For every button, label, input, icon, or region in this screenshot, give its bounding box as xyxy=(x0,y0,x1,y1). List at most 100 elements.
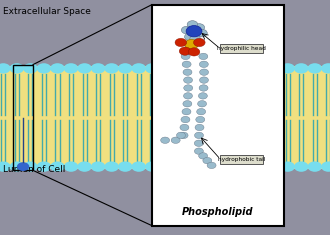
Circle shape xyxy=(240,161,254,172)
Circle shape xyxy=(186,161,200,172)
Circle shape xyxy=(183,77,192,83)
Circle shape xyxy=(184,39,198,49)
Circle shape xyxy=(183,69,192,75)
Circle shape xyxy=(207,162,216,168)
Circle shape xyxy=(199,153,208,159)
Circle shape xyxy=(226,63,241,74)
Circle shape xyxy=(23,63,38,74)
Circle shape xyxy=(280,161,295,172)
Bar xyxy=(220,155,263,164)
Circle shape xyxy=(199,77,209,83)
Bar xyxy=(220,44,263,53)
Circle shape xyxy=(179,47,191,55)
Circle shape xyxy=(180,124,189,131)
Circle shape xyxy=(104,63,119,74)
Circle shape xyxy=(50,63,65,74)
Circle shape xyxy=(181,116,190,123)
Circle shape xyxy=(267,161,281,172)
Circle shape xyxy=(131,161,146,172)
Circle shape xyxy=(308,161,322,172)
Circle shape xyxy=(321,63,330,74)
Circle shape xyxy=(0,63,11,74)
Text: hydrophilic head: hydrophilic head xyxy=(217,46,266,51)
Circle shape xyxy=(175,38,187,47)
Circle shape xyxy=(203,157,212,164)
Circle shape xyxy=(186,63,200,74)
Circle shape xyxy=(64,63,78,74)
Circle shape xyxy=(37,63,51,74)
Circle shape xyxy=(77,161,92,172)
Circle shape xyxy=(118,161,132,172)
Circle shape xyxy=(64,161,78,172)
Circle shape xyxy=(172,63,187,74)
Circle shape xyxy=(182,109,191,115)
Circle shape xyxy=(196,116,205,123)
Circle shape xyxy=(294,63,309,74)
Circle shape xyxy=(195,124,204,131)
Circle shape xyxy=(200,69,209,75)
Circle shape xyxy=(177,132,185,139)
Bar xyxy=(152,5,284,226)
Circle shape xyxy=(188,48,200,56)
Circle shape xyxy=(199,63,214,74)
Circle shape xyxy=(187,21,198,28)
Circle shape xyxy=(182,61,191,67)
Circle shape xyxy=(145,63,159,74)
Circle shape xyxy=(267,63,281,74)
Text: Phospholipid: Phospholipid xyxy=(182,207,253,217)
Circle shape xyxy=(172,161,187,172)
Circle shape xyxy=(104,161,119,172)
Circle shape xyxy=(118,63,132,74)
Circle shape xyxy=(193,38,205,47)
Circle shape xyxy=(294,161,309,172)
Circle shape xyxy=(91,161,105,172)
Circle shape xyxy=(181,53,190,60)
Circle shape xyxy=(179,132,188,139)
Circle shape xyxy=(23,161,38,172)
Circle shape xyxy=(253,161,268,172)
Circle shape xyxy=(91,63,105,74)
Circle shape xyxy=(199,85,208,91)
Circle shape xyxy=(197,29,207,37)
Circle shape xyxy=(194,148,203,154)
Circle shape xyxy=(183,101,192,107)
Circle shape xyxy=(321,161,330,172)
Circle shape xyxy=(10,161,24,172)
Bar xyxy=(13,65,33,170)
Circle shape xyxy=(213,63,227,74)
Circle shape xyxy=(194,24,205,31)
Circle shape xyxy=(213,161,227,172)
Circle shape xyxy=(50,161,65,172)
Circle shape xyxy=(199,161,214,172)
Circle shape xyxy=(184,85,193,91)
Circle shape xyxy=(37,161,51,172)
Circle shape xyxy=(240,63,254,74)
Circle shape xyxy=(280,63,295,74)
Circle shape xyxy=(171,137,180,143)
Circle shape xyxy=(77,63,92,74)
Circle shape xyxy=(182,26,192,34)
Bar xyxy=(0,66,330,169)
Circle shape xyxy=(0,161,11,172)
Circle shape xyxy=(131,63,146,74)
Circle shape xyxy=(158,161,173,172)
Text: Lumen of Cell: Lumen of Cell xyxy=(3,164,66,173)
Circle shape xyxy=(194,140,203,146)
Circle shape xyxy=(198,93,207,99)
Circle shape xyxy=(194,132,204,139)
Circle shape xyxy=(186,26,202,37)
Circle shape xyxy=(199,61,208,67)
Circle shape xyxy=(253,63,268,74)
Circle shape xyxy=(161,137,170,143)
Circle shape xyxy=(190,35,200,43)
Circle shape xyxy=(308,63,322,74)
Circle shape xyxy=(197,109,206,115)
Circle shape xyxy=(184,33,195,41)
Circle shape xyxy=(199,53,208,60)
Text: Extracellular Space: Extracellular Space xyxy=(3,7,91,16)
Circle shape xyxy=(17,162,29,171)
Circle shape xyxy=(10,63,24,74)
Circle shape xyxy=(198,101,207,107)
Circle shape xyxy=(183,93,192,99)
Circle shape xyxy=(145,161,159,172)
